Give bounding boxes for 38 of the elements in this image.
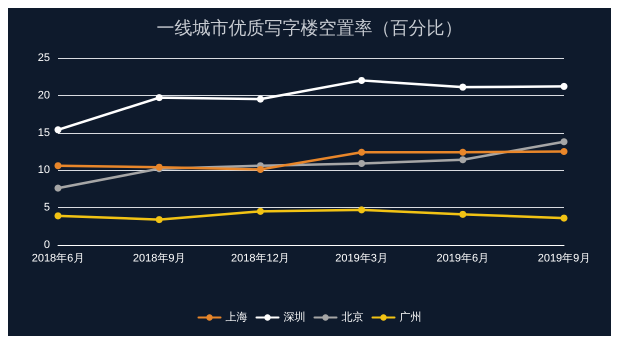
point (358, 76, 366, 84)
point (256, 208, 264, 215)
y-tick-label: 10 (38, 164, 50, 176)
point (560, 138, 568, 146)
y-tick-label: 20 (38, 89, 50, 102)
legend-label: 北京 (342, 310, 364, 324)
chart-title: 一线城市优质写字楼空置率（百分比） (156, 18, 462, 38)
x-tick-label: 2018年12月 (231, 252, 290, 264)
point (54, 126, 62, 134)
point (459, 84, 466, 91)
point (560, 82, 568, 90)
point (256, 96, 264, 103)
x-tick-label: 2018年9月 (132, 252, 186, 264)
point (256, 166, 264, 173)
point (156, 94, 163, 102)
legend-label: 广州 (400, 310, 422, 324)
point (358, 206, 366, 214)
point (54, 162, 62, 170)
point (54, 184, 62, 192)
point (560, 214, 568, 222)
point (459, 210, 466, 218)
legend-label: 深圳 (284, 310, 306, 324)
point (358, 148, 366, 156)
x-tick-label: 2019年9月 (538, 252, 590, 264)
y-tick-label: 15 (38, 126, 50, 139)
x-tick-label: 2019年6月 (436, 252, 490, 264)
y-tick-label: 5 (44, 202, 50, 214)
point (54, 212, 62, 220)
x-tick-label: 2019年3月 (335, 252, 388, 264)
point (358, 160, 366, 167)
point (560, 148, 568, 155)
y-tick-label: 0 (44, 239, 50, 251)
x-tick-label: 2018年6月 (32, 252, 84, 264)
point (459, 156, 466, 164)
point (156, 216, 163, 224)
y-tick-label: 25 (38, 52, 50, 64)
legend-label: 上海 (226, 310, 248, 324)
point (459, 148, 466, 156)
